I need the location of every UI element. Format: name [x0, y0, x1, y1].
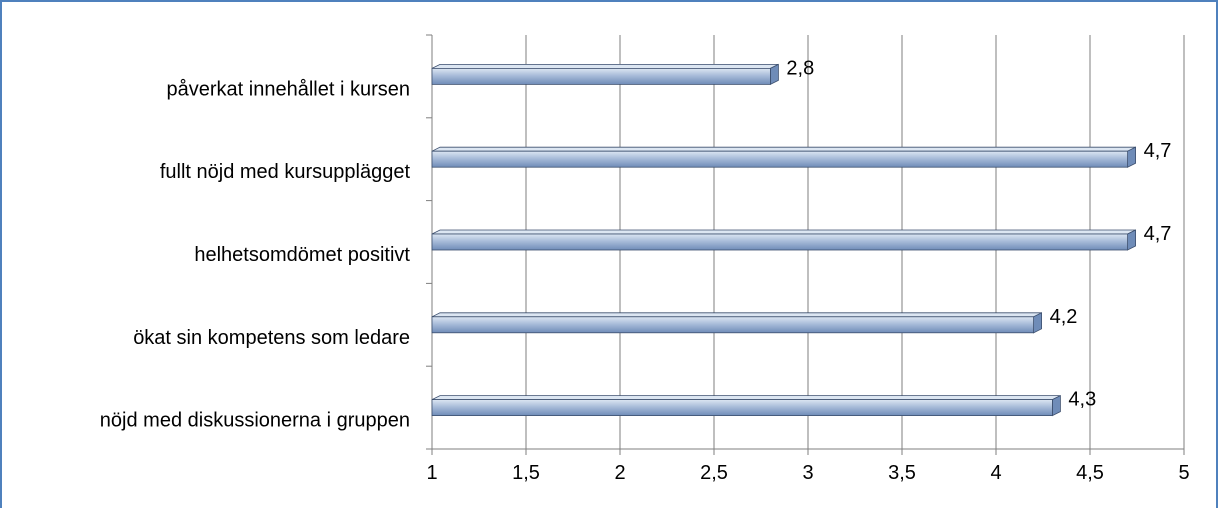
- data-label: 4,7: [1144, 223, 1172, 245]
- bar-top-face: [431, 146, 1136, 152]
- data-label: 2,8: [786, 57, 814, 79]
- category-label: nöjd med diskussionerna i gruppen: [100, 410, 410, 432]
- category-label: fullt nöjd med kursupplägget: [160, 161, 411, 183]
- bar-end-face: [1127, 229, 1136, 251]
- bars: [431, 63, 1136, 417]
- x-tick-label: 1: [426, 462, 437, 484]
- bar-top-face: [431, 312, 1042, 318]
- data-label: 4,7: [1144, 140, 1172, 162]
- x-tick-label: 4,5: [1076, 462, 1104, 484]
- bar-top-face: [431, 229, 1136, 235]
- bar: [431, 150, 1128, 168]
- x-tick-label: 5: [1178, 462, 1189, 484]
- x-tick-label: 4: [990, 462, 1001, 484]
- bar: [431, 399, 1053, 417]
- labels: 1 1,5 2 2,5 3 3,5 4 4,5 5 4,3 nöjd med diskussione…: [100, 57, 1190, 484]
- x-tick-label: 2,5: [700, 462, 728, 484]
- category-label: påverkat innehållet i kursen: [167, 78, 410, 100]
- bar: [431, 233, 1128, 251]
- bar-end-face: [1052, 394, 1061, 417]
- bar-top-face: [431, 64, 779, 69]
- data-label: 4,3: [1068, 389, 1096, 411]
- category-label: helhetsomdömet positivt: [194, 244, 410, 266]
- data-label: 4,2: [1050, 306, 1078, 328]
- bar-top-face: [431, 395, 1061, 401]
- bar-end-face: [1127, 146, 1136, 168]
- x-tick-label: 1,5: [512, 462, 540, 484]
- x-tick-label: 3,5: [888, 462, 916, 484]
- bar: [431, 68, 771, 85]
- category-label: ökat sin kompetens som ledare: [133, 327, 410, 349]
- bar: [431, 316, 1034, 334]
- x-tick-label: 2: [614, 462, 625, 484]
- x-tick-label: 3: [802, 462, 813, 484]
- bar-end-face: [1033, 312, 1042, 334]
- bar-end-face: [770, 63, 779, 86]
